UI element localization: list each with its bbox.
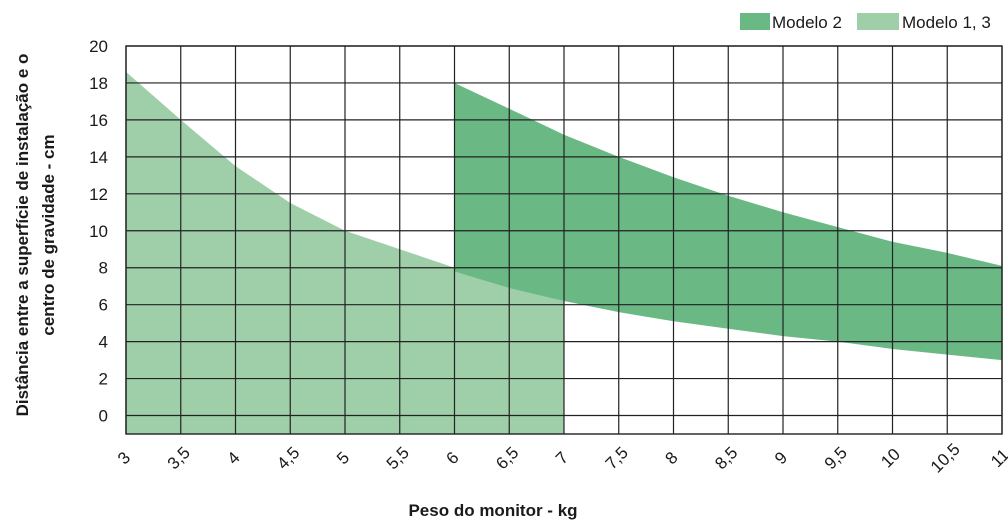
y-tick-label-0: 0 (99, 407, 108, 426)
y-tick-label-3: 6 (99, 296, 108, 315)
x-tick-labels: 3 3,5 4 4,5 5 5,5 6 6,5 7 7,5 8 8,5 9 9,5 10 10,5 11 (114, 440, 1008, 477)
x-tick-label-5: 5,5 (383, 443, 413, 473)
x-tick-label-16: 11 (987, 445, 1008, 471)
x-tick-label-6: 6 (443, 448, 463, 468)
x-tick-label-11: 8,5 (711, 443, 741, 473)
y-tick-label-7: 14 (89, 148, 108, 167)
x-axis-title: Peso do monitor - kg (408, 501, 577, 520)
x-tick-label-0: 3 (114, 448, 134, 468)
y-tick-label-6: 12 (89, 185, 108, 204)
y-axis-title-line-1: Distância entre a superfície de instalaç… (13, 54, 32, 417)
x-tick-label-3: 4,5 (273, 443, 303, 473)
x-tick-label-9: 7,5 (602, 443, 632, 473)
x-tick-label-15: 10,5 (927, 440, 964, 477)
x-tick-label-12: 9 (771, 448, 791, 468)
x-tick-label-14: 10 (877, 445, 904, 472)
y-tick-label-10: 20 (89, 37, 108, 56)
legend-swatch-1 (740, 13, 770, 30)
y-tick-label-1: 2 (99, 370, 108, 389)
x-tick-label-7: 6,5 (492, 443, 522, 473)
x-tick-label-1: 3,5 (164, 443, 194, 473)
x-tick-label-2: 4 (224, 448, 244, 468)
x-tick-label-8: 7 (552, 448, 572, 468)
legend-swatch-2 (857, 13, 899, 30)
x-tick-label-10: 8 (662, 448, 682, 468)
y-tick-label-4: 8 (99, 259, 108, 278)
y-axis-title-line-2: centro de gravidade - cm (39, 134, 58, 335)
x-tick-label-4: 5 (333, 448, 353, 468)
x-tick-label-13: 9,5 (821, 443, 851, 473)
y-tick-label-9: 18 (89, 74, 108, 93)
y-tick-label-5: 10 (89, 222, 108, 241)
legend: Modelo 2 Modelo 1, 3 (740, 13, 991, 32)
plot-frame (125, 45, 1003, 435)
y-tick-labels: 0 2 4 6 8 10 12 14 16 18 20 (89, 37, 108, 426)
legend-label-1: Modelo 2 (772, 13, 842, 32)
y-tick-label-8: 16 (89, 111, 108, 130)
legend-label-2: Modelo 1, 3 (902, 13, 991, 32)
y-axis-title: Distância entre a superfície de instalaç… (13, 54, 58, 417)
y-tick-label-2: 4 (99, 333, 108, 352)
grid-lines (125, 45, 1003, 435)
